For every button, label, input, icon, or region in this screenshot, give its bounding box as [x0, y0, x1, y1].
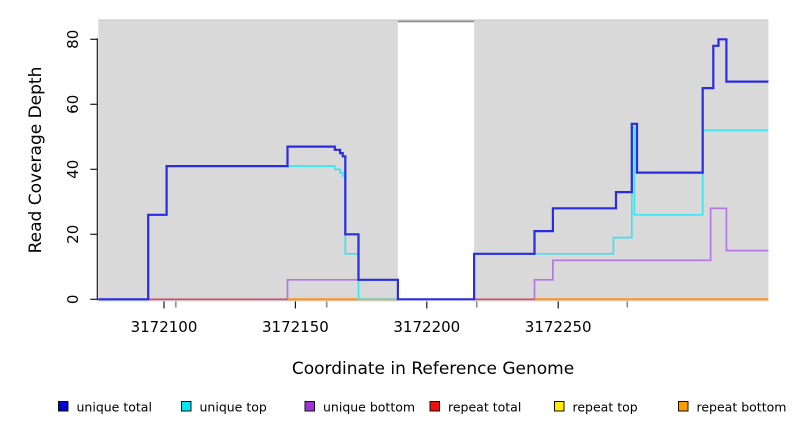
legend-label-repeat-bottom: repeat bottom: [697, 400, 787, 415]
legend-label-unique-bottom: unique bottom: [323, 400, 415, 415]
legend-label-repeat-top: repeat top: [573, 400, 638, 415]
y-axis-title: Read Coverage Depth: [26, 67, 46, 254]
x-tick-label: 3172250: [525, 318, 592, 336]
legend-label-unique-total: unique total: [77, 400, 152, 415]
legend: unique total unique top unique bottom repea…: [58, 400, 787, 415]
y-tick-label: 0: [64, 295, 82, 305]
y-tick-label: 60: [64, 95, 82, 114]
legend-swatch-unique-bottom: [304, 401, 315, 412]
axes: 0 20 40 60 80 3172100 3172150 3172200 3172250: [64, 30, 629, 336]
x-tick-label: 3172150: [262, 318, 329, 336]
legend-swatch-unique-top: [181, 401, 192, 412]
series-line-unique-bottom: [98, 207, 769, 301]
legend-label-unique-top: unique top: [200, 400, 267, 415]
legend-label-repeat-total: repeat total: [448, 400, 521, 415]
legend-swatch-repeat-top: [554, 401, 565, 412]
y-tick-label: 40: [64, 160, 82, 179]
series-line-unique-total: [98, 38, 769, 301]
plot-area: [98, 19, 769, 302]
legend-swatch-unique-total: [58, 401, 69, 412]
legend-swatch-repeat-bottom: [678, 401, 689, 412]
x-tick-label: 3172200: [393, 318, 460, 336]
x-tick-label: 3172100: [131, 318, 198, 336]
gap-region: [397, 21, 475, 302]
legend-swatch-repeat-total: [429, 401, 440, 412]
y-tick-label: 20: [64, 225, 82, 244]
x-axis-title: Coordinate in Reference Genome: [292, 359, 574, 379]
y-tick-label: 80: [64, 30, 82, 49]
